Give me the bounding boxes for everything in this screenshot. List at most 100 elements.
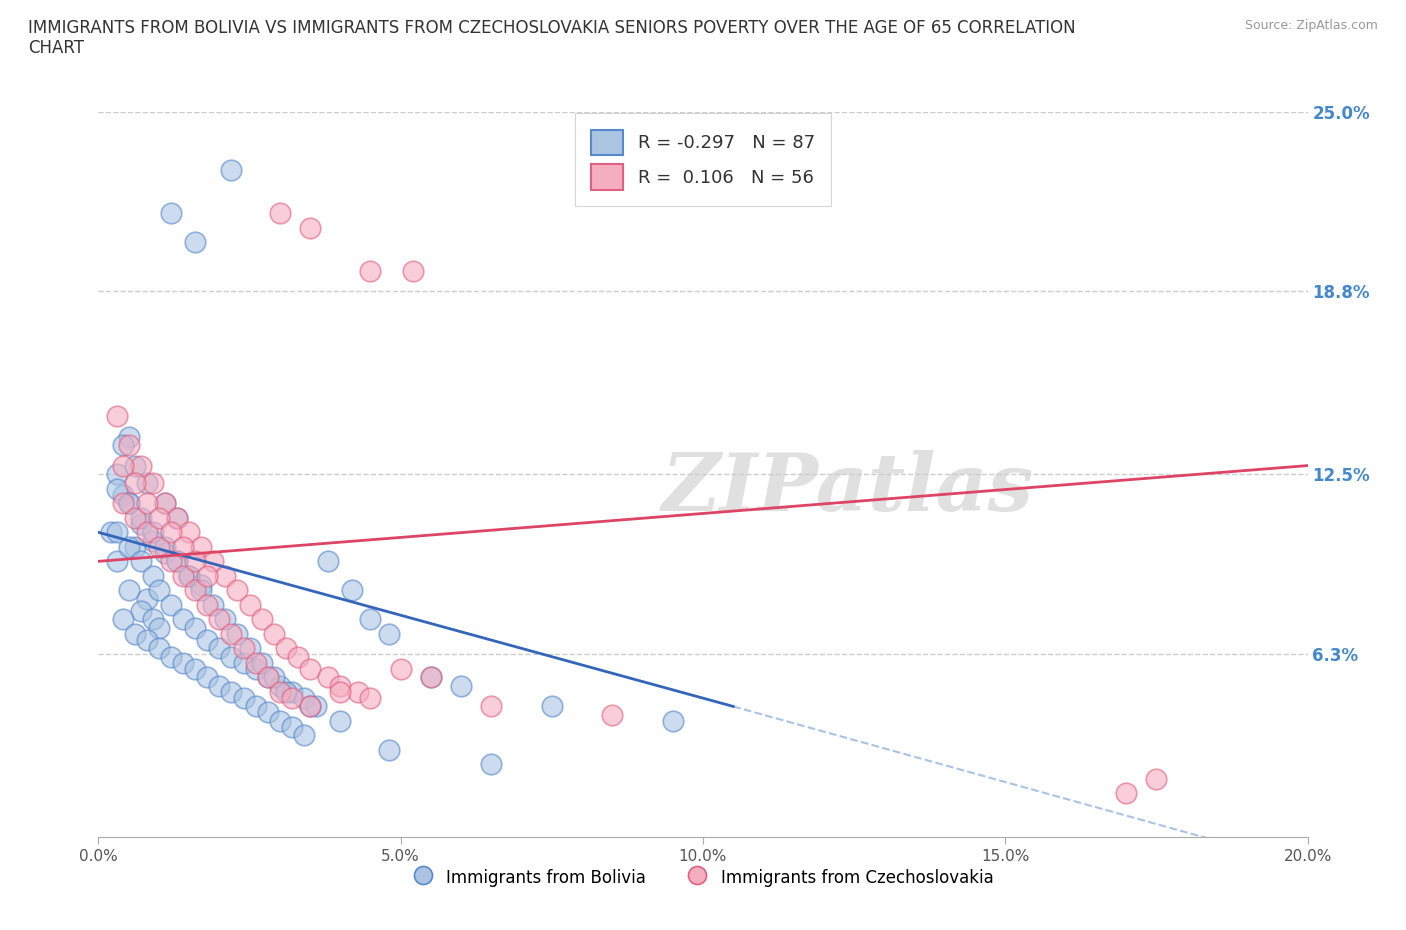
Point <box>195 632 218 647</box>
Point <box>179 525 201 539</box>
Point <box>316 670 339 684</box>
Point <box>263 627 285 642</box>
Point <box>129 511 152 525</box>
Point <box>124 511 146 525</box>
Point <box>118 496 141 511</box>
Point <box>214 612 236 627</box>
Point <box>420 670 443 684</box>
Point <box>239 641 262 656</box>
Point <box>250 612 273 627</box>
Point <box>202 554 225 569</box>
Point <box>111 458 134 473</box>
Point <box>135 632 157 647</box>
Point <box>105 409 128 424</box>
Point <box>148 539 170 554</box>
Point <box>118 438 141 453</box>
Point <box>135 496 157 511</box>
Point <box>160 597 183 612</box>
Point <box>166 511 188 525</box>
Point <box>160 650 183 665</box>
Point <box>360 612 382 627</box>
Point <box>481 757 503 772</box>
Point <box>232 641 254 656</box>
Point <box>540 699 562 714</box>
Point <box>172 656 194 671</box>
Point <box>195 597 218 612</box>
Point <box>245 699 267 714</box>
Point <box>118 583 141 598</box>
Point <box>281 690 304 705</box>
Point <box>329 679 352 694</box>
Point <box>111 496 134 511</box>
Point <box>153 496 176 511</box>
Point <box>124 539 146 554</box>
Point <box>245 661 267 676</box>
Point <box>100 525 122 539</box>
Point <box>269 684 291 699</box>
Point <box>292 690 315 705</box>
Text: ZIPatlas: ZIPatlas <box>662 450 1035 527</box>
Point <box>661 713 683 728</box>
Point <box>105 467 128 482</box>
Point <box>135 591 157 606</box>
Point <box>111 438 134 453</box>
Point <box>172 539 194 554</box>
Point <box>221 650 243 665</box>
Point <box>226 583 249 598</box>
Point <box>190 583 212 598</box>
Point <box>269 713 291 728</box>
Point <box>118 539 141 554</box>
Point <box>129 554 152 569</box>
Point <box>232 656 254 671</box>
Point <box>269 679 291 694</box>
Point <box>202 597 225 612</box>
Point <box>226 627 249 642</box>
Point <box>281 719 304 734</box>
Point <box>420 670 443 684</box>
Point <box>166 511 188 525</box>
Point <box>299 699 322 714</box>
Point <box>142 612 165 627</box>
Point <box>360 264 382 279</box>
Point <box>329 713 352 728</box>
Point <box>105 554 128 569</box>
Point <box>160 206 183 220</box>
Point <box>148 641 170 656</box>
Point <box>250 656 273 671</box>
Point <box>402 264 425 279</box>
Point <box>221 162 243 177</box>
Point <box>450 679 472 694</box>
Text: Source: ZipAtlas.com: Source: ZipAtlas.com <box>1244 19 1378 32</box>
Text: IMMIGRANTS FROM BOLIVIA VS IMMIGRANTS FROM CZECHOSLOVAKIA SENIORS POVERTY OVER T: IMMIGRANTS FROM BOLIVIA VS IMMIGRANTS FR… <box>28 19 1076 58</box>
Point <box>281 684 304 699</box>
Point <box>129 604 152 618</box>
Point <box>377 742 399 757</box>
Point <box>124 458 146 473</box>
Point <box>602 708 624 723</box>
Point <box>160 554 183 569</box>
Point <box>142 525 165 539</box>
Point <box>142 534 165 549</box>
Point <box>129 458 152 473</box>
Point <box>172 568 194 583</box>
Point <box>195 568 218 583</box>
Point <box>1115 786 1137 801</box>
Point <box>153 496 176 511</box>
Point <box>166 554 188 569</box>
Point <box>153 545 176 560</box>
Point <box>129 516 152 531</box>
Point <box>299 699 322 714</box>
Point <box>118 496 141 511</box>
Point <box>347 684 370 699</box>
Point <box>481 699 503 714</box>
Point <box>316 554 339 569</box>
Point <box>124 475 146 490</box>
Point <box>135 525 157 539</box>
Point <box>305 699 328 714</box>
Point <box>153 539 176 554</box>
Point <box>105 525 128 539</box>
Legend: Immigrants from Bolivia, Immigrants from Czechoslovakia: Immigrants from Bolivia, Immigrants from… <box>406 860 1000 894</box>
Point <box>274 641 297 656</box>
Point <box>263 670 285 684</box>
Point <box>274 684 297 699</box>
